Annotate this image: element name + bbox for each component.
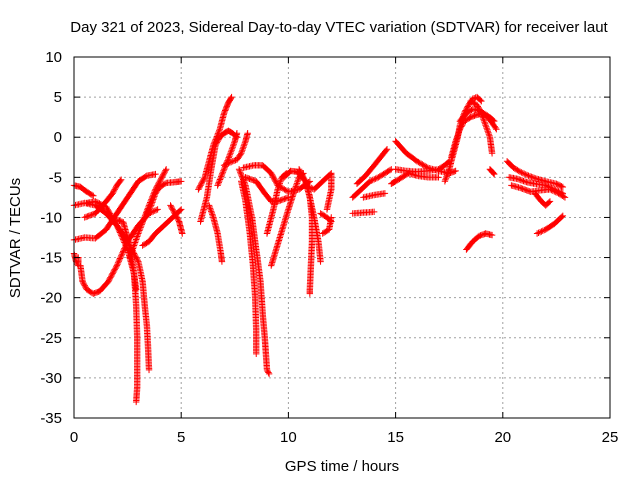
series-arc-17 bbox=[220, 130, 251, 169]
series-arc-23 bbox=[268, 170, 307, 269]
marker-path-arc-31 bbox=[353, 146, 391, 187]
marker-path-arc-41 bbox=[486, 166, 498, 178]
series-arc-25 bbox=[295, 166, 316, 297]
series-arc-45 bbox=[531, 190, 554, 209]
marker-path-arc-39 bbox=[467, 97, 496, 157]
marker-path-arc-18 bbox=[235, 166, 273, 378]
series-arc-42 bbox=[503, 158, 567, 191]
series-arc-18 bbox=[235, 166, 273, 378]
series-arc-12 bbox=[167, 202, 186, 237]
series-arc-35 bbox=[392, 158, 453, 175]
series-arc-39 bbox=[467, 97, 496, 157]
y-tick-label: -20 bbox=[40, 290, 62, 307]
x-tick-label: 15 bbox=[387, 429, 404, 446]
marker-path-arc-19 bbox=[238, 178, 260, 358]
series-arc-15 bbox=[205, 202, 226, 265]
marker-path-arc-30 bbox=[349, 166, 395, 201]
y-tick-label: -10 bbox=[40, 209, 62, 226]
series-arc-19 bbox=[238, 178, 260, 358]
series-arc-40 bbox=[463, 230, 496, 253]
series-arc-26 bbox=[302, 170, 335, 213]
series-arc-41 bbox=[486, 166, 498, 178]
marker-path-arc-14 bbox=[197, 127, 241, 225]
plot-frame bbox=[73, 56, 611, 419]
series-arc-11 bbox=[143, 178, 185, 217]
y-tick-label: 0 bbox=[54, 129, 62, 146]
marker-path-arc-23 bbox=[268, 170, 307, 269]
y-tick-label: -5 bbox=[49, 169, 62, 186]
series-arc-31 bbox=[353, 146, 391, 187]
x-tick-label: 20 bbox=[494, 429, 511, 446]
series-arc-02 bbox=[70, 182, 97, 199]
series-arc-14 bbox=[197, 127, 241, 225]
series-arc-29 bbox=[349, 208, 378, 217]
marker-path-arc-46 bbox=[533, 212, 567, 237]
y-axis-label: SDTVAR / TECUs bbox=[7, 178, 24, 298]
y-tick-label: -30 bbox=[40, 370, 62, 387]
y-tick-label: -25 bbox=[40, 330, 62, 347]
y-tick-label: 5 bbox=[54, 89, 62, 106]
marker-path-arc-29 bbox=[349, 208, 378, 217]
series-arc-30 bbox=[349, 166, 395, 201]
marker-path-arc-12 bbox=[167, 202, 186, 237]
marker-path-arc-15 bbox=[205, 202, 226, 265]
series-arc-46 bbox=[533, 212, 567, 237]
marker-path-arc-45 bbox=[531, 190, 554, 209]
series-arc-32 bbox=[360, 190, 389, 201]
marker-path-arc-32 bbox=[360, 190, 389, 201]
x-tick-label: 25 bbox=[602, 429, 619, 446]
x-axis-label: GPS time / hours bbox=[285, 458, 399, 475]
data-points-layer bbox=[70, 93, 569, 406]
marker-path-arc-02 bbox=[70, 182, 97, 199]
marker-path-arc-28 bbox=[319, 214, 335, 237]
y-tick-label: -15 bbox=[40, 250, 62, 267]
y-tick-label: -35 bbox=[40, 410, 62, 427]
marker-path-arc-40 bbox=[463, 230, 496, 253]
y-tick-label: 10 bbox=[45, 49, 62, 66]
marker-path-arc-17 bbox=[220, 130, 251, 169]
marker-path-arc-11 bbox=[143, 178, 185, 217]
axis-ticks-layer: 0 5 10 15 20 25 10 5 0 -5 -10 -15 -20 -25 -30 -35 bbox=[40, 49, 618, 446]
x-tick-label: 0 bbox=[70, 429, 78, 446]
marker-path-arc-25 bbox=[295, 166, 316, 297]
x-tick-label: 5 bbox=[177, 429, 185, 446]
marker-path-arc-42 bbox=[503, 158, 567, 191]
series-arc-28 bbox=[319, 214, 335, 237]
chart-title: Day 321 of 2023, Sidereal Day-to-day VTE… bbox=[70, 19, 608, 36]
marker-path-arc-26 bbox=[302, 170, 335, 213]
x-tick-label: 10 bbox=[280, 429, 297, 446]
marker-path-arc-35 bbox=[392, 158, 453, 175]
